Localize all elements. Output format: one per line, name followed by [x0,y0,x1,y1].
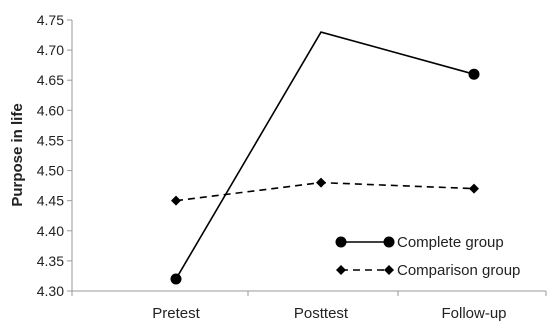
data-point [170,273,182,285]
y-axis-ticks: 4.30 4.35 4.40 4.45 4.50 4.55 4.60 4.65 4.70 4.75 [37,12,72,299]
series-line [175,31,475,280]
x-tick-label: Posttest [294,305,349,322]
legend-marker [335,236,347,248]
legend-label: Comparison group [397,262,520,279]
x-tick-label: Follow-up [441,305,506,322]
legend: Complete group Comparison group [335,234,520,279]
y-tick-label: 4.55 [37,132,64,148]
legend-item: Comparison group [336,262,520,279]
data-point [171,195,181,206]
series-layer [170,31,480,285]
data-point [469,183,479,194]
y-tick-label: 4.45 [37,193,64,209]
data-point [316,177,326,188]
data-point [468,68,480,80]
y-tick-label: 4.70 [37,42,64,58]
x-tick-label: Pretest [152,305,200,322]
legend-marker [336,265,346,275]
y-tick-label: 4.40 [37,223,64,239]
legend-item: Complete group [335,234,504,251]
y-tick-label: 4.35 [37,253,64,269]
x-axis-ticks: Pretest Posttest Follow-up [71,291,547,322]
legend-label: Complete group [397,234,504,251]
y-tick-label: 4.30 [37,283,64,299]
series-line [175,181,475,202]
y-axis-label: Purpose in life [9,103,26,206]
series-comparison-group [171,177,479,206]
y-tick-label: 4.60 [37,102,64,118]
legend-marker [383,236,395,248]
series-complete-group [170,31,480,285]
y-tick-label: 4.50 [37,163,64,179]
legend-marker [384,265,394,275]
y-tick-label: 4.75 [37,12,64,28]
y-tick-label: 4.65 [37,72,64,88]
